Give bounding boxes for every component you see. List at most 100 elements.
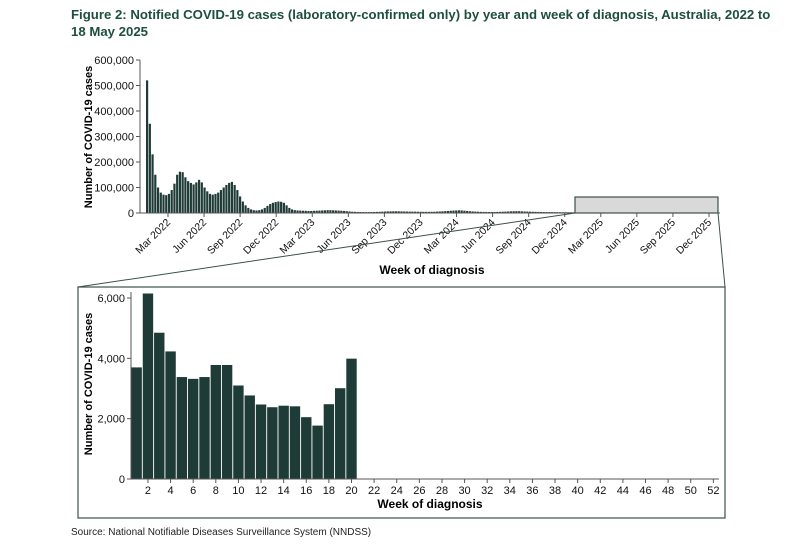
- top-bar: [433, 211, 436, 213]
- top-bar: [195, 182, 198, 213]
- top-bar: [203, 187, 206, 213]
- top-bar: [537, 211, 540, 213]
- top-bar: [471, 211, 474, 213]
- top-bar: [400, 211, 403, 213]
- bottom-bar: [323, 404, 335, 479]
- bottom-bar: [233, 385, 244, 479]
- top-bar: [498, 211, 502, 213]
- top-x-tick-label: Dec 2023: [385, 217, 425, 257]
- top-bar: [515, 211, 518, 213]
- top-y-tick-label: 200,000: [94, 157, 134, 169]
- bottom-bar: [244, 395, 255, 479]
- top-bar: [274, 202, 277, 213]
- top-x-tick-label: Dec 2022: [241, 217, 281, 257]
- top-bar: [301, 210, 305, 213]
- top-bar: [187, 181, 190, 214]
- top-x-tick-label: Sep 2023: [349, 217, 389, 257]
- top-bar: [425, 211, 428, 213]
- bottom-x-tick-label: 26: [413, 485, 425, 497]
- top-y-tick-label: 100,000: [94, 183, 134, 195]
- bottom-bar: [278, 405, 289, 479]
- top-bar: [241, 201, 244, 213]
- top-x-tick-label: Dec 2024: [530, 217, 570, 257]
- bottom-x-tick-label: 24: [391, 485, 403, 497]
- top-y-tick-label: 400,000: [94, 106, 134, 118]
- top-bar: [427, 211, 430, 213]
- top-bar: [501, 211, 504, 213]
- top-bar: [386, 211, 389, 213]
- bottom-x-tick-label: 40: [572, 485, 584, 497]
- top-bar: [430, 211, 433, 213]
- top-bar: [315, 210, 318, 213]
- top-bar: [269, 204, 272, 213]
- top-bar: [173, 183, 176, 213]
- top-bar: [523, 211, 526, 213]
- top-bar: [539, 211, 543, 213]
- bottom-x-tick-label: 48: [662, 485, 674, 497]
- top-bar: [474, 211, 477, 213]
- zoom-frame: [77, 286, 726, 519]
- top-x-tick-label: Jun 2025: [603, 217, 642, 256]
- bottom-bar: [255, 404, 267, 479]
- bottom-x-tick-label: 28: [436, 485, 448, 497]
- bottom-y-tick-label: 0: [119, 474, 125, 486]
- bottom-x-tick-label: 42: [594, 485, 606, 497]
- top-bar: [408, 211, 411, 213]
- top-y-axis-label: Number of COVID-19 cases: [83, 66, 95, 208]
- top-x-tick-label: Jun 2023: [314, 217, 353, 256]
- bottom-x-tick-label: 6: [190, 485, 196, 497]
- top-bar: [165, 195, 168, 213]
- bottom-y-ticks: 0 2,000 4,000 6,000: [97, 293, 131, 486]
- top-bar: [266, 205, 269, 213]
- zoom-connector-right: [717, 212, 726, 288]
- top-bar: [310, 210, 313, 213]
- zoom-connector-left: [77, 212, 576, 288]
- bottom-bar: [301, 417, 312, 479]
- top-bar: [299, 210, 302, 213]
- top-bar: [244, 205, 247, 213]
- bottom-bar: [199, 377, 210, 479]
- bottom-x-tick-label: 8: [213, 485, 219, 497]
- top-bar: [534, 211, 537, 213]
- top-bar: [389, 211, 392, 213]
- top-bar: [233, 184, 236, 213]
- top-bar: [258, 210, 261, 213]
- top-bar: [296, 210, 299, 213]
- top-bar: [159, 192, 162, 213]
- bottom-bar: [346, 358, 357, 479]
- top-bar: [482, 211, 485, 213]
- top-bar: [329, 210, 332, 213]
- top-bar: [526, 211, 529, 213]
- top-bar: [192, 184, 195, 213]
- bottom-x-tick-label: 34: [504, 485, 516, 497]
- top-bar: [197, 179, 201, 213]
- top-bar: [348, 211, 351, 213]
- top-bar: [490, 211, 493, 213]
- bottom-y-tick-label: 6,000: [97, 293, 125, 305]
- bottom-x-tick-label: 20: [345, 485, 357, 497]
- bottom-x-tick-label: 36: [526, 485, 538, 497]
- top-bar: [337, 210, 340, 213]
- top-bar: [239, 196, 242, 213]
- bottom-x-tick-label: 46: [639, 485, 651, 497]
- bottom-x-tick-label: 4: [168, 485, 174, 497]
- top-bar: [228, 182, 231, 213]
- top-bar: [206, 191, 209, 213]
- top-bar: [441, 211, 444, 213]
- top-bar: [282, 202, 285, 213]
- top-bar: [332, 210, 335, 213]
- top-x-tick-label: Mar 2023: [278, 217, 318, 257]
- bottom-x-axis-label: Week of diagnosis: [377, 497, 482, 511]
- top-bar: [290, 209, 294, 213]
- top-bar: [531, 211, 534, 213]
- top-bar: [356, 211, 359, 213]
- top-y-tick-label: 300,000: [94, 132, 134, 144]
- top-bar: [176, 174, 179, 213]
- top-bar: [512, 211, 515, 213]
- top-bar: [260, 209, 264, 213]
- bottom-x-tick-label: 52: [707, 485, 719, 497]
- top-bar: [487, 211, 491, 213]
- top-bar: [162, 194, 165, 213]
- bottom-x-tick-label: 22: [368, 485, 380, 497]
- top-bar: [225, 184, 228, 213]
